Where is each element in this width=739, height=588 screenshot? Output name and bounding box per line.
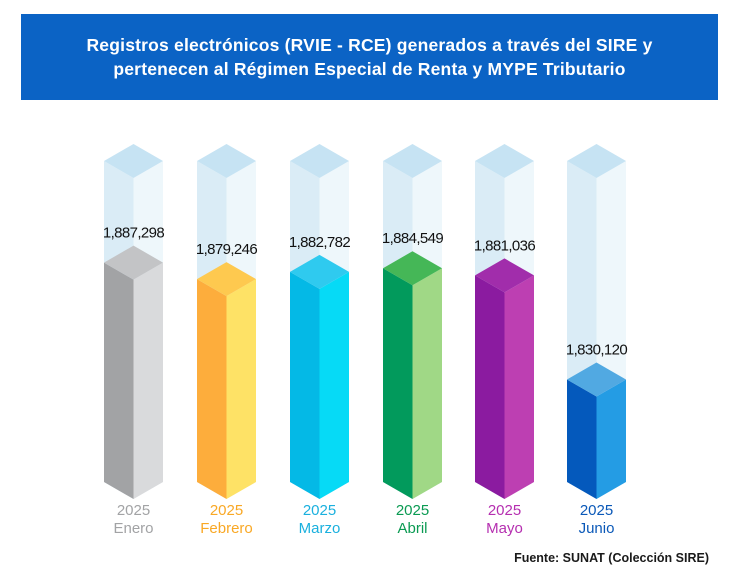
bar-ghost-4-top bbox=[383, 144, 442, 178]
bar-2-top bbox=[197, 262, 256, 297]
bar-3-front bbox=[290, 271, 320, 499]
tick-label-year-3: 2025 bbox=[303, 502, 336, 519]
tick-label-year-5: 2025 bbox=[488, 502, 521, 519]
bar-6-front bbox=[567, 379, 597, 499]
bar-4-front bbox=[383, 268, 413, 499]
bar-3 bbox=[290, 254, 349, 499]
bar-ghost-1-top bbox=[104, 144, 163, 178]
bar-6-side bbox=[596, 379, 626, 499]
bar-3-top bbox=[290, 254, 349, 289]
bar-4-side bbox=[412, 268, 442, 499]
tick-label-year-4: 2025 bbox=[396, 502, 429, 519]
data-label-1: 1,887,298 bbox=[103, 225, 165, 242]
bar-5 bbox=[475, 258, 534, 499]
bar-4-top bbox=[383, 251, 442, 286]
tick-label-month-5: Mayo bbox=[486, 520, 523, 537]
tick-label-month-3: Marzo bbox=[299, 520, 341, 537]
bar-ghost-6-top bbox=[567, 144, 626, 178]
tick-label-year-2: 2025 bbox=[210, 502, 243, 519]
bar-ghost-3-top bbox=[290, 144, 349, 178]
chart-title-line-2: pertenecen al Régimen Especial de Renta … bbox=[113, 59, 626, 79]
bar-1-front bbox=[104, 262, 134, 499]
bar-ghost-2-top bbox=[197, 144, 256, 178]
bar-ghost-5-top bbox=[475, 144, 534, 178]
bar-5-front bbox=[475, 275, 505, 499]
chart-source: Fuente: SUNAT (Colección SIRE) bbox=[514, 551, 709, 565]
bar-1 bbox=[104, 245, 163, 499]
bar-2 bbox=[197, 262, 256, 499]
tick-label-month-1: Enero bbox=[113, 520, 153, 537]
bar-2-side bbox=[226, 279, 256, 499]
bar-4 bbox=[383, 251, 442, 499]
data-label-4: 1,884,549 bbox=[382, 230, 444, 247]
data-label-5: 1,881,036 bbox=[474, 237, 536, 254]
tick-label-month-6: Junio bbox=[579, 520, 615, 537]
bar-2-front bbox=[197, 279, 227, 499]
data-label-2: 1,879,246 bbox=[196, 241, 258, 258]
tick-label-year-6: 2025 bbox=[580, 502, 613, 519]
bar-5-side bbox=[504, 275, 534, 499]
chart-title-banner: Registros electrónicos (RVIE - RCE) gene… bbox=[21, 14, 718, 100]
tick-label-year-1: 2025 bbox=[117, 502, 150, 519]
data-label-3: 1,882,782 bbox=[289, 234, 351, 251]
bar-6 bbox=[567, 362, 626, 499]
tick-label-month-2: Febrero bbox=[200, 520, 253, 537]
data-label-6: 1,830,120 bbox=[566, 342, 628, 359]
bar-6-top bbox=[567, 362, 626, 397]
bar-3-side bbox=[319, 271, 349, 499]
bar-1-side bbox=[133, 262, 163, 499]
chart-title-line-1: Registros electrónicos (RVIE - RCE) gene… bbox=[86, 35, 653, 55]
bar-1-top bbox=[104, 245, 163, 280]
tick-label-month-4: Abril bbox=[397, 520, 427, 537]
bar-5-top bbox=[475, 258, 534, 293]
